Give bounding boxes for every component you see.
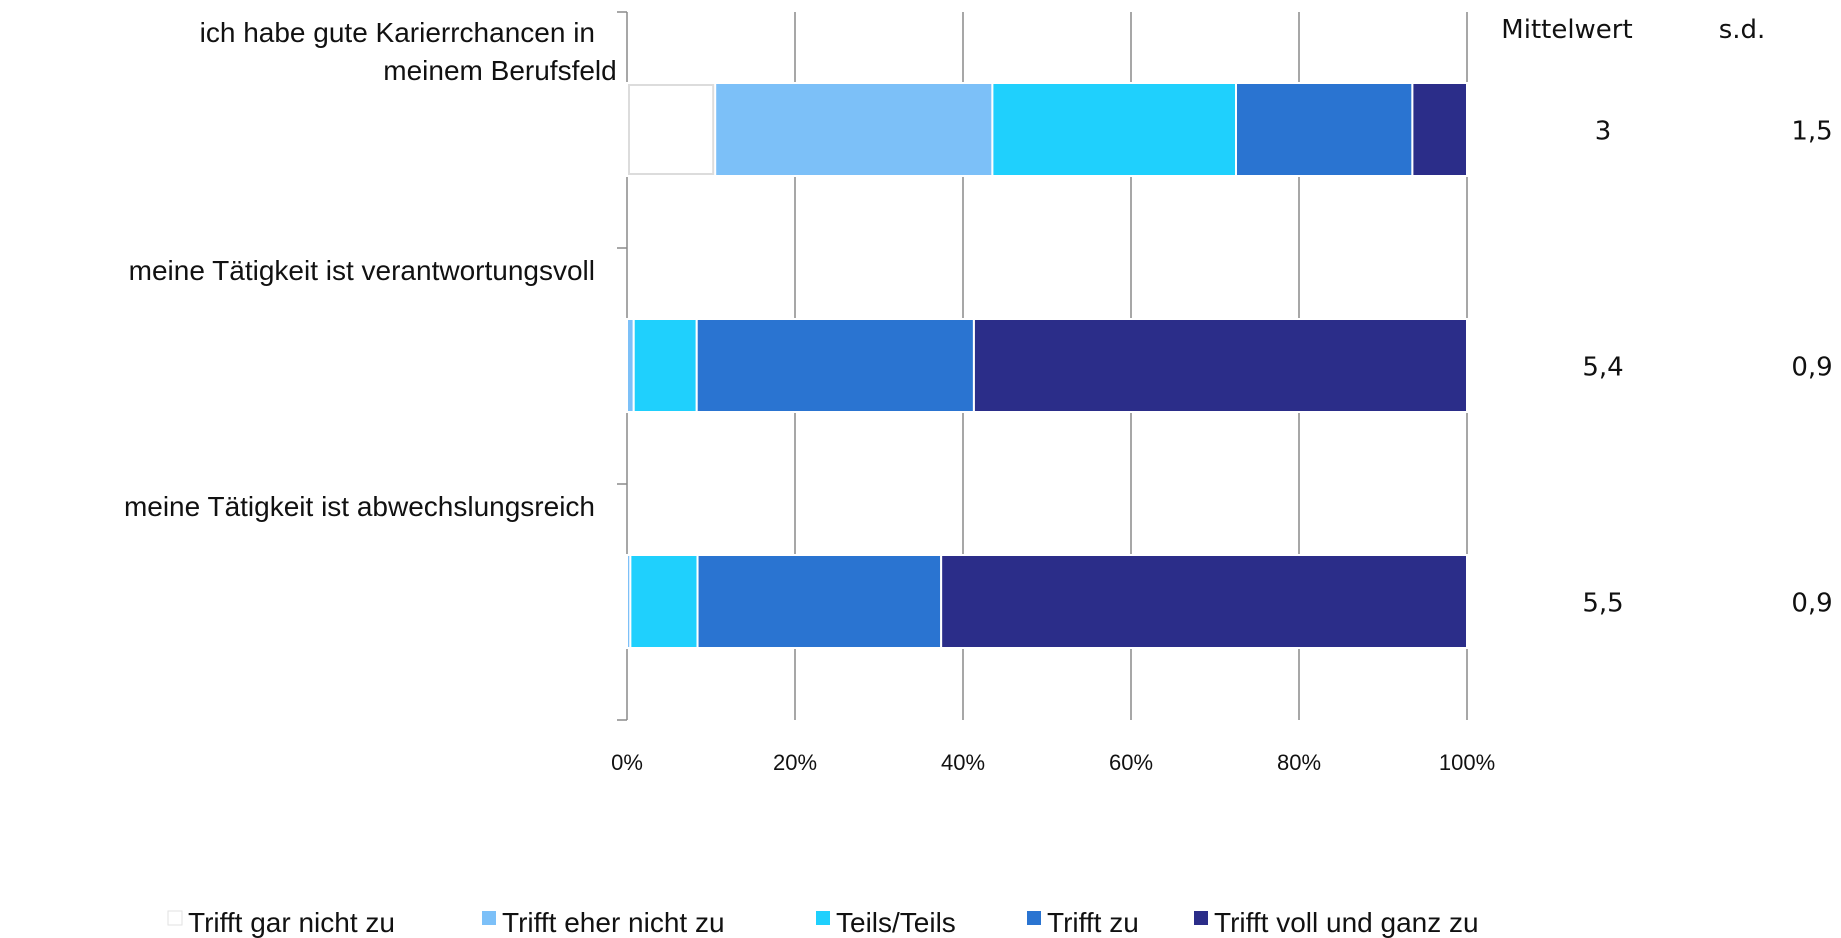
- bar-1-5: [1411, 82, 1469, 177]
- mittelwert-header: Mittelwert: [1501, 15, 1632, 45]
- sd-value-1: 1,5: [1791, 117, 1832, 147]
- category-label-3: meine Tätigkeit ist abwechslungsreich: [124, 491, 595, 522]
- x-tick-label-1: 20%: [773, 750, 817, 775]
- bar-2-2: [626, 318, 635, 413]
- legend-swatch-5: [1194, 911, 1208, 925]
- legend-label-2: Trifft eher nicht zu: [502, 907, 725, 938]
- legend-swatch-4: [1027, 911, 1041, 925]
- mittelwert-value-2: 5,4: [1582, 353, 1623, 383]
- legend-swatch-1: [167, 910, 183, 926]
- bar-3-5: [940, 554, 1468, 649]
- category-label-2: meine Tätigkeit ist verantwortungsvoll: [129, 255, 595, 286]
- category-label-1-line-1: ich habe gute Karierrchancen in: [200, 17, 595, 48]
- x-tick-label-0: 0%: [611, 750, 643, 775]
- sd-header: s.d.: [1719, 15, 1766, 45]
- bar-2-5: [972, 318, 1468, 413]
- x-tick-label-3: 60%: [1109, 750, 1153, 775]
- legend-swatch-3: [816, 911, 830, 925]
- bar-2-4: [695, 318, 975, 413]
- legend-swatch-2: [482, 911, 496, 925]
- bar-outline-1: [628, 84, 715, 175]
- legend-label-1: Trifft gar nicht zu: [188, 907, 395, 938]
- mittelwert-value-1: 3: [1595, 117, 1612, 147]
- bar-1-3: [991, 82, 1238, 177]
- bar-3-3: [629, 554, 699, 649]
- bar-1-4: [1235, 82, 1414, 177]
- sd-value-3: 0,9: [1791, 589, 1832, 619]
- sd-value-2: 0,9: [1791, 353, 1832, 383]
- mittelwert-value-3: 5,5: [1582, 589, 1623, 619]
- x-tick-label-2: 40%: [941, 750, 985, 775]
- bar-2-3: [632, 318, 698, 413]
- x-tick-label-4: 80%: [1277, 750, 1321, 775]
- legend-label-4: Trifft zu: [1047, 907, 1139, 938]
- category-label-1-line-2: meinem Berufsfeld: [383, 55, 616, 86]
- bar-3-4: [696, 554, 943, 649]
- bar-1-2: [714, 82, 994, 177]
- legend-label-3: Teils/Teils: [836, 907, 956, 938]
- x-tick-label-5: 100%: [1439, 750, 1495, 775]
- legend-label-5: Trifft voll und ganz zu: [1214, 907, 1479, 938]
- bar-1-1: [626, 82, 717, 177]
